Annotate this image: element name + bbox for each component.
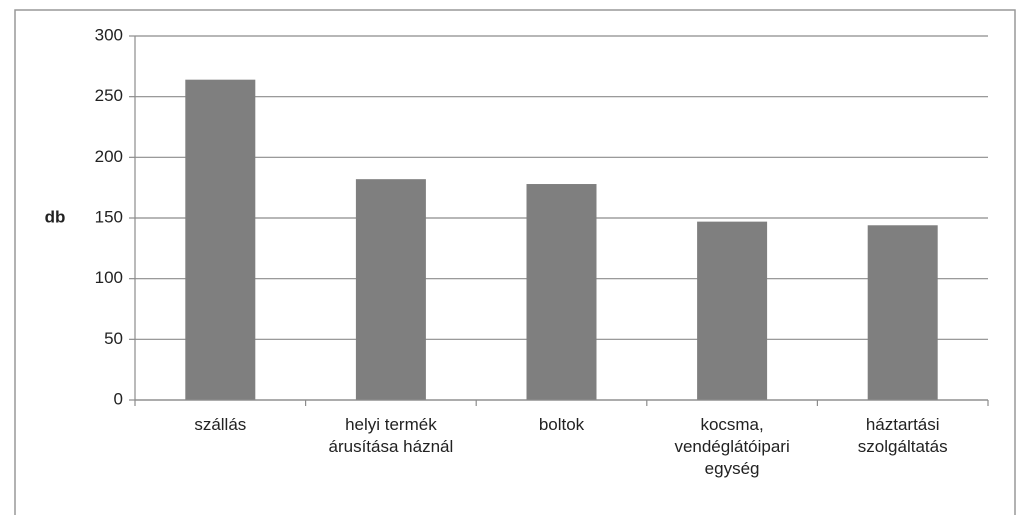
chart-frame: [14, 9, 1016, 515]
x-tick-label: helyi termék árusítása háznál: [328, 415, 454, 456]
y-tick-label: 300: [95, 25, 123, 44]
y-tick-label: 200: [95, 147, 123, 166]
bar: [697, 221, 768, 400]
y-tick-label: 0: [114, 389, 123, 408]
y-tick-label: 100: [95, 268, 123, 287]
x-tick-label: boltok: [538, 415, 585, 434]
bar: [526, 184, 597, 400]
x-tick-label: kocsma, vendéglátóipari egység: [674, 415, 790, 478]
y-tick-label: 150: [95, 207, 123, 226]
y-tick-label: 50: [104, 329, 123, 348]
bar: [867, 225, 938, 400]
bar: [355, 179, 426, 400]
bar: [185, 79, 256, 401]
y-tick-label: 250: [95, 86, 123, 105]
x-tick-label: háztartási szolgáltatás: [857, 415, 948, 456]
x-tick-label: szállás: [194, 415, 247, 434]
y-axis-label: db: [45, 207, 66, 226]
